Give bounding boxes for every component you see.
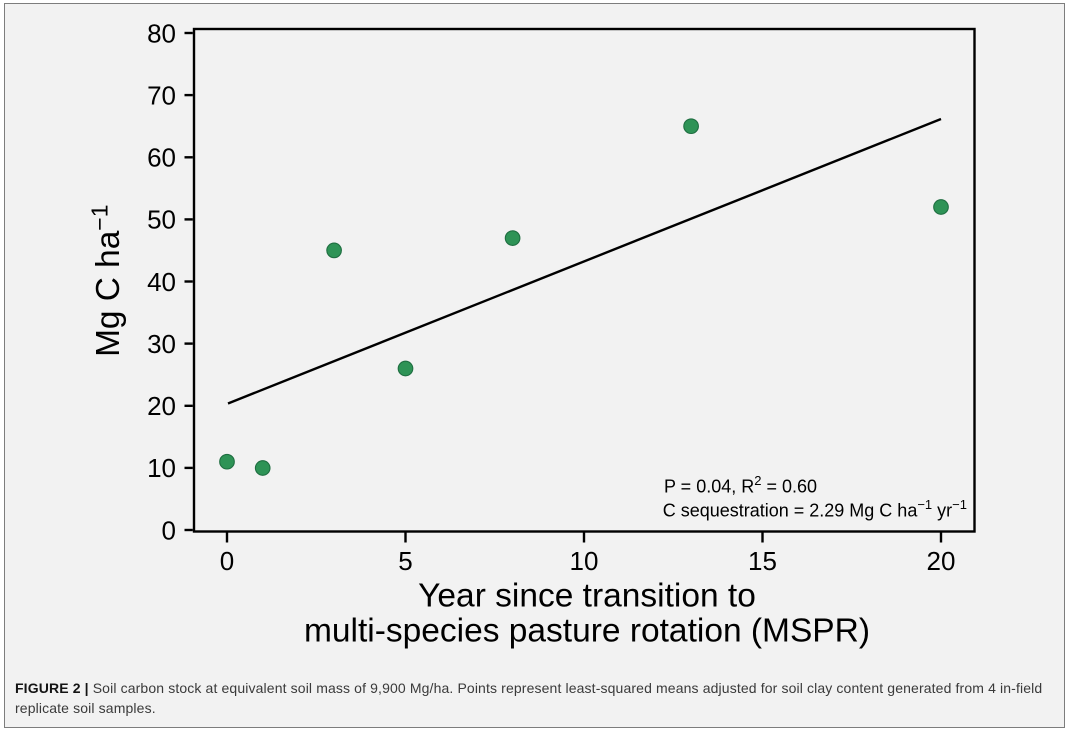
svg-text:0: 0 <box>220 546 234 576</box>
svg-text:C sequestration = 2.29 Mg C ha: C sequestration = 2.29 Mg C ha−1 yr−1 <box>663 497 967 521</box>
svg-text:10: 10 <box>147 453 176 483</box>
svg-text:multi-species pasture rotation: multi-species pasture rotation (MSPR) <box>304 613 870 650</box>
svg-text:5: 5 <box>398 546 412 576</box>
svg-text:15: 15 <box>748 546 777 576</box>
svg-text:30: 30 <box>147 329 176 359</box>
svg-text:20: 20 <box>927 546 956 576</box>
svg-text:40: 40 <box>147 267 176 297</box>
svg-text:80: 80 <box>147 18 176 48</box>
svg-text:60: 60 <box>147 143 176 173</box>
svg-text:70: 70 <box>147 80 176 110</box>
svg-text:50: 50 <box>147 205 176 235</box>
svg-text:10: 10 <box>570 546 599 576</box>
svg-text:Year since transition to: Year since transition to <box>418 578 756 615</box>
svg-text:P = 0.04, R2 = 0.60: P = 0.04, R2 = 0.60 <box>664 473 817 497</box>
svg-text:20: 20 <box>147 391 176 421</box>
svg-text:0: 0 <box>162 515 176 545</box>
svg-text:Mg C ha−1: Mg C ha−1 <box>87 204 128 356</box>
